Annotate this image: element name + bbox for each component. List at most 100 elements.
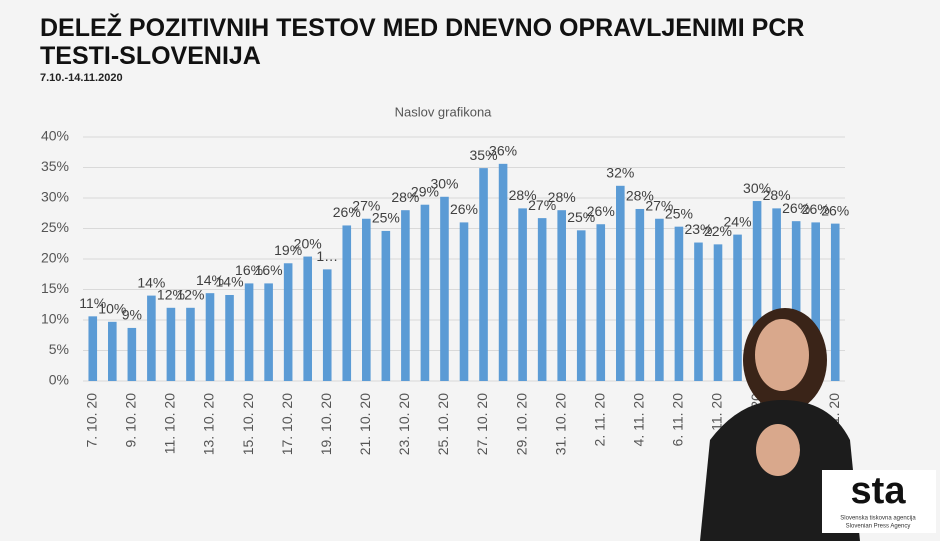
bar bbox=[459, 222, 469, 381]
interpreter bbox=[700, 308, 860, 541]
data-label: 10% bbox=[98, 301, 126, 317]
y-tick-label: 35% bbox=[41, 158, 69, 174]
bar bbox=[518, 208, 527, 381]
bar bbox=[733, 234, 742, 381]
x-tick-label: 19. 10. 20 bbox=[318, 393, 334, 455]
y-tick-label: 10% bbox=[41, 311, 69, 327]
bar bbox=[440, 196, 449, 381]
data-label: 28% bbox=[763, 187, 791, 203]
y-tick-label: 0% bbox=[49, 372, 69, 388]
data-label: 12% bbox=[157, 287, 185, 303]
x-tick-label: 7. 10. 20 bbox=[83, 393, 99, 448]
bar bbox=[108, 321, 117, 381]
bar bbox=[655, 218, 664, 381]
data-label: 27% bbox=[352, 197, 380, 213]
bar bbox=[303, 256, 312, 381]
data-label: 11% bbox=[79, 295, 106, 311]
bar bbox=[674, 226, 684, 381]
bar bbox=[186, 307, 195, 381]
logo-line: Slovenska tiskovna agencija bbox=[840, 516, 916, 522]
data-label: 16% bbox=[255, 262, 283, 278]
x-tick-label: 2. 11. 20 bbox=[591, 393, 607, 447]
y-tick-label: 20% bbox=[41, 250, 69, 266]
x-tick-label: 23. 10. 20 bbox=[396, 393, 412, 455]
data-label: 36% bbox=[489, 143, 517, 159]
x-tick-label: 25. 10. 20 bbox=[435, 393, 451, 455]
data-label: 30% bbox=[743, 180, 771, 196]
bar bbox=[166, 307, 176, 381]
data-label: 14% bbox=[196, 272, 224, 288]
data-label: 25% bbox=[567, 209, 595, 225]
page-title: DELEŽ POZITIVNIH TESTOV MED DNEVNO OPRAV… bbox=[40, 14, 805, 70]
data-label: 19% bbox=[274, 242, 302, 258]
bar bbox=[244, 283, 254, 381]
data-label: 20% bbox=[294, 235, 322, 251]
bar bbox=[772, 208, 781, 381]
data-label: 26% bbox=[587, 203, 615, 219]
bar bbox=[557, 210, 566, 381]
bar bbox=[479, 168, 488, 381]
data-label: 25% bbox=[665, 205, 693, 221]
bar bbox=[616, 185, 625, 381]
y-tick-label: 25% bbox=[41, 219, 69, 235]
data-label: 14% bbox=[137, 274, 165, 290]
bar bbox=[322, 269, 332, 381]
x-tick-label: 4. 11. 20 bbox=[631, 393, 647, 447]
bar bbox=[830, 223, 840, 381]
data-label: 23% bbox=[684, 221, 712, 237]
x-tick-label: 9. 10. 20 bbox=[123, 393, 139, 448]
x-tick-label: 6. 11. 20 bbox=[670, 393, 686, 447]
data-label: 30% bbox=[430, 175, 458, 191]
y-tick-label: 15% bbox=[41, 280, 69, 296]
data-label: 25% bbox=[372, 210, 400, 226]
data-label: 26% bbox=[333, 204, 361, 220]
bar bbox=[537, 218, 547, 381]
y-tick-label: 5% bbox=[49, 341, 69, 357]
bar bbox=[147, 295, 156, 381]
x-tick-label: 31. 10. 20 bbox=[552, 393, 568, 455]
bar bbox=[811, 222, 820, 381]
y-tick-label: 30% bbox=[41, 189, 69, 205]
data-label: 28% bbox=[626, 188, 654, 204]
data-label: 1… bbox=[316, 248, 338, 264]
data-label: 26% bbox=[782, 200, 810, 216]
logo-line: Slovenian Press Agency bbox=[846, 524, 911, 530]
bar bbox=[498, 163, 508, 381]
bar bbox=[420, 204, 430, 381]
bar bbox=[694, 242, 703, 381]
x-tick-label: 21. 10. 20 bbox=[357, 393, 373, 455]
bar bbox=[576, 230, 586, 381]
data-label: 14% bbox=[216, 274, 244, 290]
data-label: 35% bbox=[470, 147, 498, 163]
data-label: 28% bbox=[391, 189, 419, 205]
data-label: 9% bbox=[122, 307, 142, 323]
bar bbox=[283, 263, 293, 381]
logo-text: sta bbox=[851, 470, 907, 512]
x-tick-label: 27. 10. 20 bbox=[474, 393, 490, 455]
logo-box bbox=[822, 470, 936, 533]
bar bbox=[362, 218, 371, 381]
data-label: 27% bbox=[645, 197, 673, 213]
data-label: 22% bbox=[704, 223, 732, 239]
bar bbox=[596, 224, 606, 381]
data-label: 27% bbox=[528, 197, 556, 213]
bar bbox=[127, 327, 137, 381]
x-tick-label: 11. 10. 20 bbox=[162, 393, 178, 454]
data-label: 28% bbox=[509, 187, 537, 203]
x-tick-label: 17. 10. 20 bbox=[279, 393, 295, 455]
bar bbox=[88, 316, 98, 381]
data-label: 12% bbox=[176, 287, 204, 303]
x-tick-label: 15. 10. 20 bbox=[240, 393, 256, 455]
x-tick-label: 13. 10. 20 bbox=[201, 393, 217, 455]
x-tick-label: 29. 10. 20 bbox=[513, 393, 529, 455]
y-tick-label: 40% bbox=[41, 128, 69, 144]
bar bbox=[342, 225, 352, 381]
logo: sta Slovenska tiskovna agencija Slovenia… bbox=[822, 470, 936, 533]
chart-title: Naslov grafikona bbox=[395, 104, 493, 119]
data-label: 24% bbox=[724, 213, 752, 229]
bar bbox=[791, 221, 801, 381]
bar bbox=[713, 244, 723, 381]
data-label: 32% bbox=[606, 165, 634, 181]
data-label: 26% bbox=[821, 202, 849, 218]
